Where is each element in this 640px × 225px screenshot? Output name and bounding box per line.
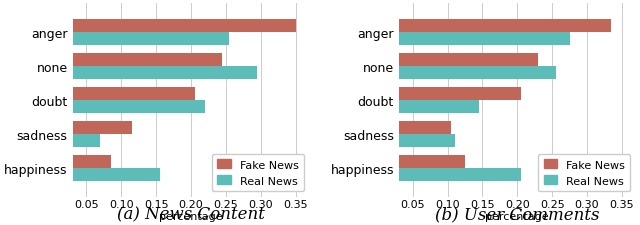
Bar: [378, 122, 451, 134]
Bar: [52, 134, 100, 147]
Bar: [52, 33, 229, 46]
Bar: [378, 33, 570, 46]
Bar: [378, 134, 454, 147]
Bar: [378, 67, 556, 79]
Bar: [378, 168, 521, 181]
Text: (b) User Comments: (b) User Comments: [435, 206, 600, 223]
Bar: [52, 122, 132, 134]
Bar: [378, 155, 465, 168]
Bar: [52, 88, 195, 101]
Bar: [378, 54, 538, 67]
Text: (a) News Content: (a) News Content: [117, 206, 265, 223]
Bar: [52, 54, 223, 67]
Bar: [378, 101, 479, 113]
Bar: [378, 88, 521, 101]
Legend: Fake News, Real News: Fake News, Real News: [212, 154, 304, 191]
Bar: [52, 101, 205, 113]
X-axis label: percentage: percentage: [486, 211, 549, 221]
Bar: [378, 20, 611, 33]
Bar: [52, 67, 257, 79]
X-axis label: percentage: percentage: [159, 211, 223, 221]
Bar: [52, 155, 111, 168]
Legend: Fake News, Real News: Fake News, Real News: [538, 154, 630, 191]
Bar: [52, 20, 296, 33]
Bar: [52, 168, 160, 181]
